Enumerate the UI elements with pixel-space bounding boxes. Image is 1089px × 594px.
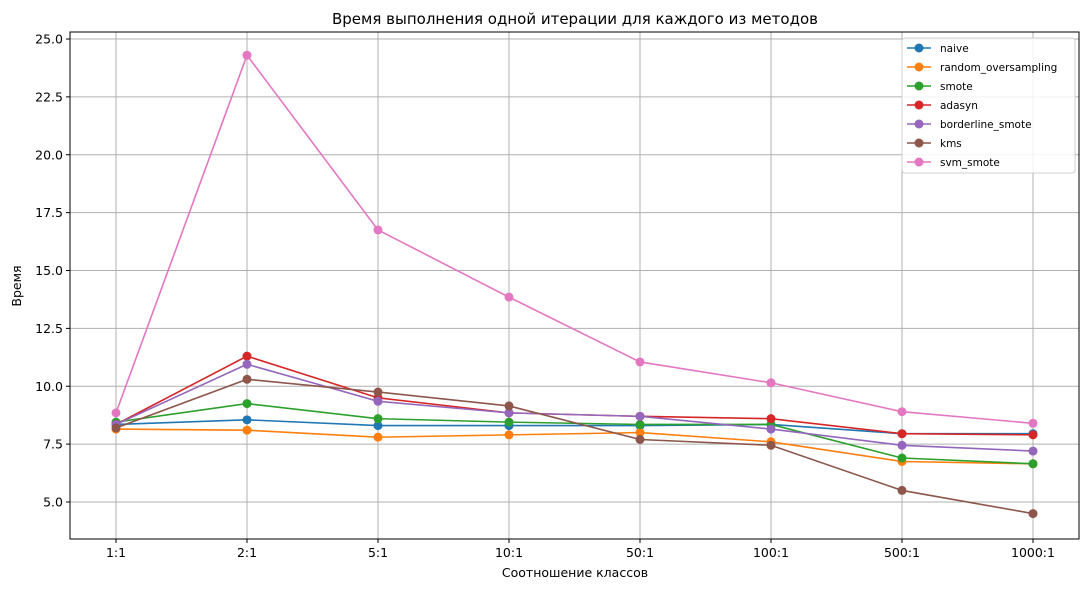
- legend-label: naive: [940, 43, 969, 55]
- legend-label: random_oversampling: [940, 62, 1057, 74]
- legend-item: svm_smote: [907, 157, 1000, 169]
- data-point: [373, 225, 383, 235]
- legend-box: [901, 37, 1076, 174]
- legend-label: smote: [940, 81, 973, 93]
- data-point: [1028, 509, 1038, 519]
- data-point: [635, 428, 645, 438]
- data-point: [373, 387, 383, 397]
- data-point: [635, 357, 645, 367]
- legend-item: random_oversampling: [907, 62, 1057, 74]
- y-tick-label: 20.0: [35, 147, 63, 162]
- data-point: [373, 421, 383, 431]
- data-point: [373, 396, 383, 406]
- y-tick-label: 17.5: [35, 205, 63, 220]
- data-point: [373, 432, 383, 442]
- series-line: [115, 378, 1034, 515]
- y-tick-label: 22.5: [35, 89, 63, 104]
- data-point: [242, 374, 252, 384]
- y-axis-label: Время: [9, 265, 24, 306]
- legend-item: adasyn: [907, 100, 978, 112]
- legend-item: naive: [907, 43, 969, 55]
- data-point: [897, 485, 907, 495]
- data-point: [1028, 446, 1038, 456]
- legend-marker-icon: [914, 81, 924, 91]
- data-point: [1028, 418, 1038, 428]
- series-lines: [111, 50, 1038, 519]
- x-tick-label: 2:1: [237, 545, 257, 560]
- x-tick-label: 5:1: [368, 545, 388, 560]
- x-tick-label: 1:1: [106, 545, 126, 560]
- data-point: [1028, 459, 1038, 469]
- data-point: [504, 430, 514, 440]
- data-point: [635, 419, 645, 429]
- series-line: [115, 363, 1034, 452]
- x-tick-label: 10:1: [495, 545, 523, 560]
- data-point: [766, 424, 776, 434]
- data-point: [242, 399, 252, 409]
- series-borderline-smote: [111, 359, 1038, 456]
- data-point: [242, 425, 252, 435]
- legend-label: svm_smote: [940, 157, 1000, 169]
- legend-label: kms: [940, 138, 962, 150]
- y-axis-ticks: 5.0 7.5 10.0 12.5 15.0 17.5 20.0 22.5 25.0: [35, 32, 70, 510]
- legend-item: borderline_smote: [907, 119, 1032, 131]
- data-point: [897, 429, 907, 439]
- plot-frame: [69, 31, 1080, 540]
- legend-marker-icon: [914, 62, 924, 72]
- data-point: [897, 407, 907, 417]
- legend-item: smote: [907, 81, 973, 93]
- y-tick-label: 15.0: [35, 263, 63, 278]
- series-svm-smote: [111, 50, 1038, 428]
- data-point: [504, 292, 514, 302]
- y-tick-label: 7.5: [43, 437, 63, 452]
- data-point: [1028, 430, 1038, 440]
- x-axis-ticks: 1:1 2:1 5:1 10:1 50:1 100:1 500:1 1000:1: [106, 539, 1055, 560]
- x-tick-label: 1000:1: [1011, 545, 1055, 560]
- data-point: [897, 453, 907, 463]
- legend-item: kms: [907, 138, 962, 150]
- legend-marker-icon: [914, 119, 924, 129]
- grid-lines: [70, 32, 1079, 539]
- data-point: [111, 408, 121, 418]
- series-line: [115, 53, 1034, 425]
- legend-marker-icon: [914, 157, 924, 167]
- data-point: [504, 401, 514, 411]
- legend-marker-icon: [914, 43, 924, 53]
- y-tick-label: 12.5: [35, 321, 63, 336]
- legend-marker-icon: [914, 100, 924, 110]
- legend-label: adasyn: [940, 100, 978, 112]
- legend-label: borderline_smote: [940, 119, 1032, 131]
- y-tick-label: 25.0: [35, 32, 63, 47]
- series-kms: [111, 374, 1038, 519]
- data-point: [766, 378, 776, 388]
- y-tick-label: 10.0: [35, 379, 63, 394]
- x-tick-label: 100:1: [753, 545, 789, 560]
- series-line: [115, 419, 1033, 435]
- chart-title: Время выполнения одной итерации для кажд…: [332, 10, 818, 28]
- y-tick-label: 5.0: [43, 495, 63, 510]
- data-point: [242, 415, 252, 425]
- data-point: [766, 440, 776, 450]
- legend-marker-icon: [914, 138, 924, 148]
- data-point: [242, 359, 252, 369]
- x-tick-label: 500:1: [884, 545, 920, 560]
- data-point: [242, 351, 252, 361]
- data-point: [635, 434, 645, 444]
- data-point: [111, 423, 121, 433]
- series-line: [115, 428, 1034, 465]
- data-point: [242, 50, 252, 60]
- x-tick-label: 50:1: [626, 545, 654, 560]
- data-point: [766, 414, 776, 424]
- data-point: [373, 414, 383, 424]
- data-point: [504, 408, 514, 418]
- data-point: [635, 411, 645, 421]
- data-point: [504, 417, 514, 427]
- data-point: [897, 440, 907, 450]
- x-axis-label: Соотношение классов: [502, 565, 648, 580]
